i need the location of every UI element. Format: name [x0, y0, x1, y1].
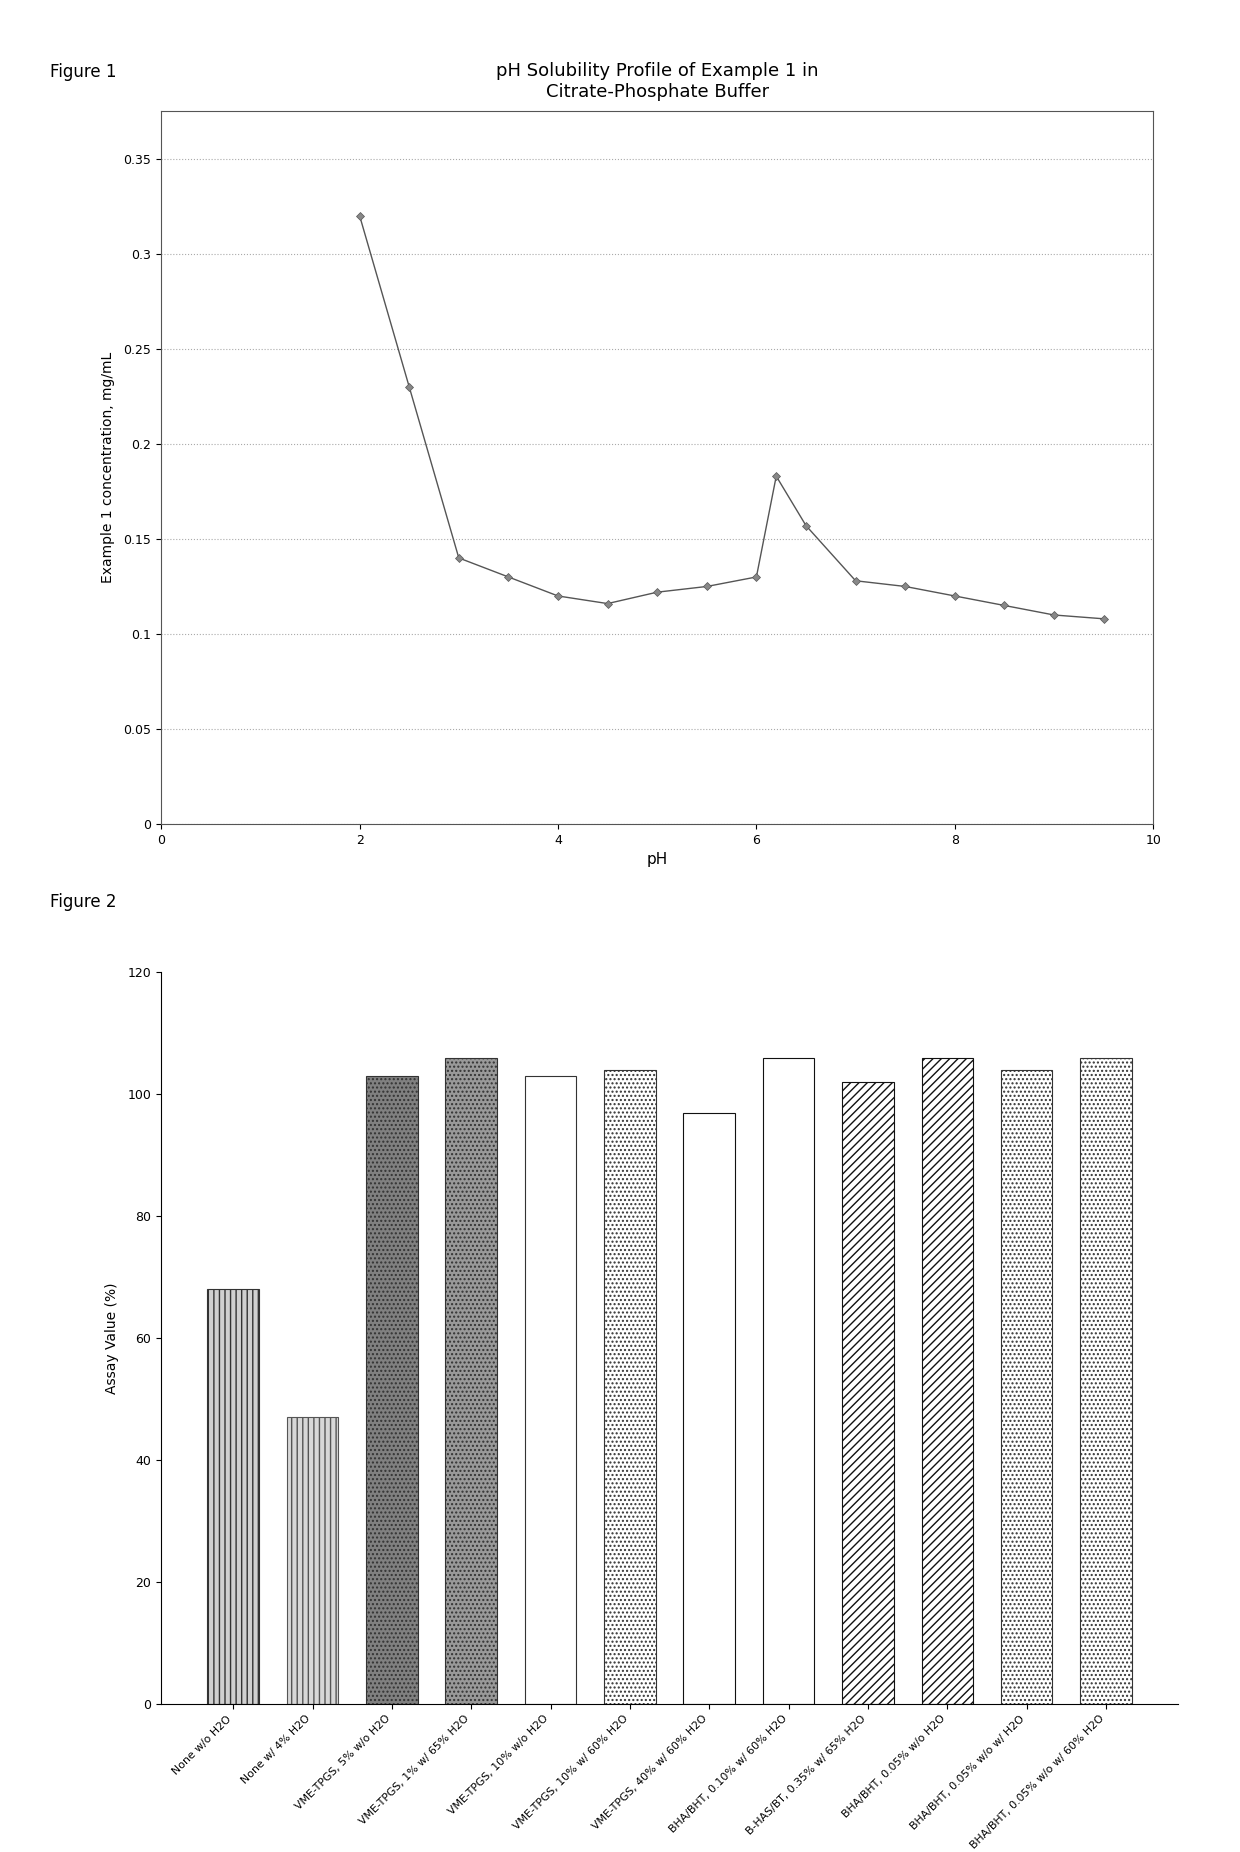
- Bar: [445, 1057, 497, 1704]
- Y-axis label: Example 1 concentration, mg/mL: Example 1 concentration, mg/mL: [102, 352, 115, 583]
- Bar: [366, 1076, 418, 1704]
- Bar: [286, 1417, 339, 1704]
- Bar: [207, 1289, 259, 1704]
- X-axis label: pH: pH: [646, 852, 668, 867]
- Bar: [763, 1057, 815, 1704]
- Bar: [1080, 1057, 1132, 1704]
- Bar: [921, 1057, 973, 1704]
- Bar: [1001, 1070, 1053, 1704]
- Bar: [842, 1082, 894, 1704]
- Y-axis label: Assay Value (%): Assay Value (%): [105, 1282, 119, 1395]
- Bar: [525, 1076, 577, 1704]
- Text: Figure 2: Figure 2: [50, 893, 117, 911]
- Title: pH Solubility Profile of Example 1 in
Citrate-Phosphate Buffer: pH Solubility Profile of Example 1 in Ci…: [496, 63, 818, 102]
- Bar: [683, 1113, 735, 1704]
- Text: Figure 1: Figure 1: [50, 63, 117, 81]
- Bar: [604, 1070, 656, 1704]
